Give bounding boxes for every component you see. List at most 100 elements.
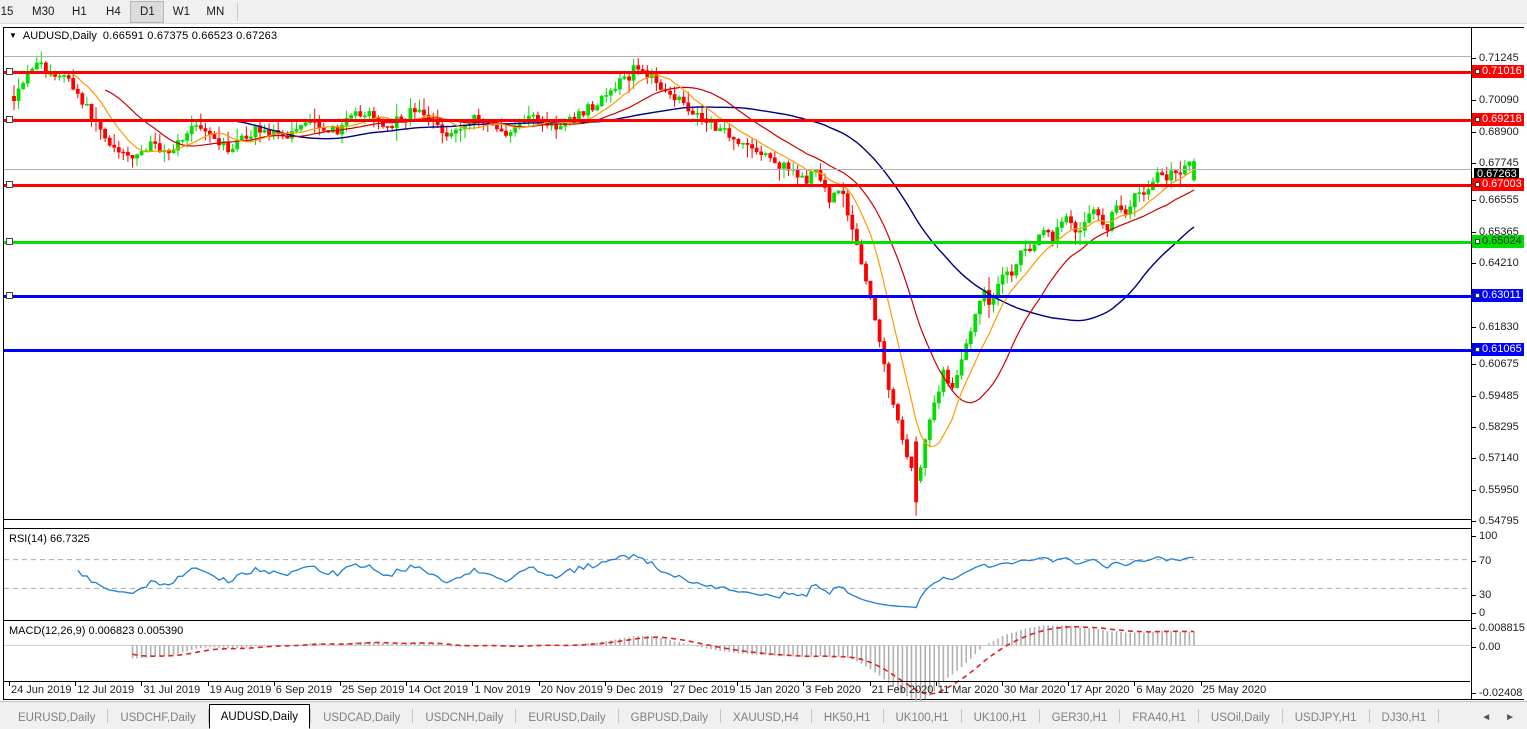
level-anchor-icon[interactable] (6, 238, 13, 245)
level-anchor-icon[interactable] (6, 68, 13, 75)
price-level-tag[interactable]: 0.63011 (1472, 289, 1523, 302)
timeframe-button-15[interactable]: 15 (0, 5, 14, 18)
chart-tab-hk50-h1[interactable]: HK50,H1 (823, 712, 871, 724)
chart-tab-eurusd-daily[interactable]: EURUSD,Daily (528, 712, 606, 724)
horizontal-level-line[interactable] (4, 349, 1471, 352)
level-anchor-icon[interactable] (6, 116, 13, 123)
tab-divider (207, 709, 209, 723)
chart-tab-usdcnh-daily[interactable]: USDCNH,Daily (425, 712, 504, 724)
timeframe-button-h4[interactable]: H4 (106, 5, 121, 18)
horizontal-level-line[interactable] (4, 56, 1471, 57)
date-tick-mark (472, 682, 474, 686)
chart-tabs: EURUSD,Daily USDCHF,Daily AUDUSD,Daily USDC… (0, 703, 1440, 729)
price-tick-label: 0.58295 (1479, 421, 1519, 433)
chevron-down-icon[interactable]: ▼ (9, 30, 17, 40)
price-tick-mark (1472, 232, 1476, 233)
level-handle-icon[interactable] (1475, 117, 1480, 122)
level-handle-icon[interactable] (1475, 69, 1480, 74)
timeframe-button-m30[interactable]: M30 (32, 5, 55, 18)
price-plot (12, 51, 1196, 516)
horizontal-level-line[interactable] (4, 241, 1471, 244)
rsi-tick-label: 100 (1479, 530, 1498, 542)
tab-divider (1197, 709, 1199, 723)
rsi-pane[interactable] (4, 530, 1471, 618)
chart-tab-usdcad-daily[interactable]: USDCAD,Daily (323, 712, 401, 724)
price-level-tag[interactable]: 0.65024 (1472, 235, 1524, 248)
level-anchor-icon[interactable] (6, 292, 13, 299)
chart-tab-uk100-h1[interactable]: UK100,H1 (895, 712, 949, 724)
timeframe-toolbar: 15 M30 H1 H4 D1 W1 MN (0, 0, 1527, 24)
rsi-tick-mark (1472, 536, 1476, 537)
scroll-left-icon[interactable]: ◄ (1481, 711, 1492, 723)
level-handle-icon[interactable] (1475, 239, 1480, 244)
chart-tab-audusd-daily[interactable]: AUDUSD,Daily (208, 704, 311, 729)
chart-tab-eurusd-daily[interactable]: EURUSD,Daily (18, 712, 96, 724)
tab-divider (720, 709, 721, 723)
macd-pane[interactable] (4, 622, 1471, 701)
chart-tab-usoil-daily[interactable]: USOil,Daily (1210, 712, 1270, 724)
chart-tab-usdchf-daily[interactable]: USDCHF,Daily (120, 712, 196, 724)
tab-divider (810, 709, 812, 723)
level-handle-icon[interactable] (1475, 347, 1480, 352)
scroll-right-icon[interactable]: ► (1505, 711, 1515, 723)
chart-tab-gbpusd-daily[interactable]: GBPUSD,Daily (630, 712, 708, 724)
date-axis-label: 21 Feb 2020 (871, 684, 934, 696)
chart-canvas-frame[interactable]: ▼ AUDUSD,Daily 0.66591 0.67375 0.66523 0… (3, 27, 1525, 701)
chart-tab-fra40-h1[interactable]: FRA40,H1 (1132, 712, 1186, 724)
date-axis[interactable]: 24 Jun 2019 12 Jul 2019 31 Jul 2019 19 Aug … (3, 681, 1470, 699)
chart-tab-uk100-h1[interactable]: UK100,H1 (973, 712, 1027, 724)
price-level-tag[interactable]: 0.67263 (1474, 168, 1519, 181)
price-level-tag[interactable]: 0.71016 (1472, 65, 1524, 78)
level-anchor-icon[interactable] (6, 181, 13, 188)
macd-tick-label: 0.008815 (1479, 622, 1525, 634)
date-tick-mark (935, 682, 937, 686)
tab-divider (1119, 709, 1121, 723)
pane-divider-2 (4, 528, 1471, 529)
price-level-value: 0.67263 (1477, 168, 1517, 180)
date-tick-mark (737, 682, 739, 686)
macd-tick-mark (1472, 647, 1476, 648)
date-tick-mark (1002, 682, 1003, 686)
moving-average-line (50, 70, 1195, 448)
horizontal-level-line[interactable] (4, 184, 1471, 187)
price-level-tag[interactable]: 0.61065 (1472, 343, 1524, 356)
chart-tab-ger30-h1[interactable]: GER30,H1 (1051, 712, 1108, 724)
price-tick-label: 0.60675 (1479, 358, 1519, 370)
level-handle-icon[interactable] (1475, 293, 1480, 298)
date-axis-label: 24 Jun 2019 (11, 684, 72, 696)
chart-tab-usdjpy-h1[interactable]: USDJPY,H1 (1294, 712, 1357, 724)
horizontal-level-line[interactable] (4, 295, 1471, 298)
rsi-plot (4, 553, 1471, 609)
date-tick-mark (340, 682, 341, 686)
timeframe-button-h1[interactable]: H1 (72, 5, 87, 18)
tab-divider (412, 709, 414, 723)
timeframe-button-w1[interactable]: W1 (172, 5, 190, 18)
price-scale[interactable]: 0.71245 0.70090 0.68900 0.67745 0.66555 0.653… (1472, 28, 1525, 699)
price-tick-mark (1472, 427, 1476, 428)
price-tick-label: 0.54795 (1479, 515, 1519, 527)
chart-tab-xauusd-h4[interactable]: XAUUSD,H4 (733, 712, 799, 724)
timeframe-button-d1[interactable]: D1 (130, 0, 165, 23)
date-axis-label: 20 Nov 2019 (540, 684, 603, 696)
moving-average-line (237, 106, 1195, 322)
date-tick-mark (538, 682, 540, 686)
date-axis-label: 30 Mar 2020 (1004, 684, 1066, 696)
timeframe-button-mn[interactable]: MN (206, 5, 225, 18)
price-tick-label: 0.66555 (1479, 194, 1519, 206)
price-level-tag[interactable]: 0.67003 (1472, 178, 1524, 191)
level-handle-icon[interactable] (1475, 182, 1480, 187)
rsi-tick-label: 30 (1479, 589, 1492, 601)
horizontal-level-line[interactable] (4, 169, 1471, 170)
horizontal-level-line[interactable] (4, 119, 1471, 122)
horizontal-level-line[interactable] (4, 71, 1471, 74)
tab-divider (960, 709, 962, 723)
price-tick-label: 0.61830 (1479, 321, 1519, 333)
chart-tab-dj30-h1[interactable]: DJ30,H1 (1381, 712, 1427, 724)
date-axis-label: 19 Aug 2019 (209, 684, 272, 696)
macd-tick-label: -0.02408 (1479, 687, 1523, 699)
tab-divider (1038, 709, 1040, 723)
price-level-tag[interactable]: 0.69218 (1472, 113, 1524, 126)
date-tick-mark (207, 682, 209, 686)
price-chart-pane[interactable] (4, 43, 1471, 518)
